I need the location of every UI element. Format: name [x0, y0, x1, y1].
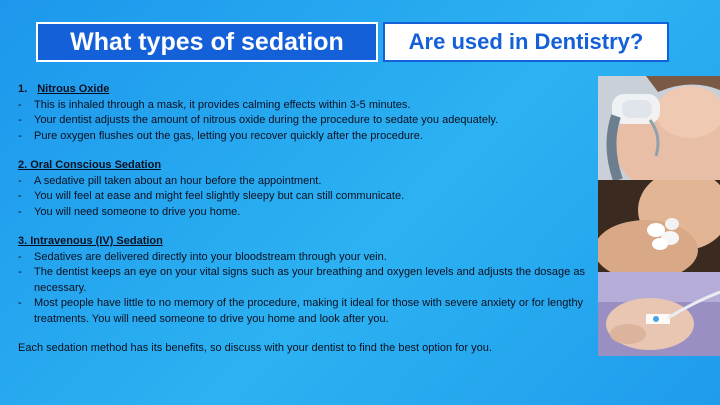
bullet-text: The dentist keeps an eye on your vital s…	[34, 266, 585, 294]
bullet-text: Pure oxygen flushes out the gas, letting…	[34, 129, 423, 142]
dash-icon: -	[18, 266, 22, 278]
title-used-in-dentistry: Are used in Dentistry?	[383, 22, 669, 62]
bullet-text: This is inhaled through a mask, it provi…	[34, 98, 411, 111]
bullet-text: A sedative pill taken about an hour befo…	[34, 174, 322, 187]
sedative-pills-photo	[598, 180, 720, 272]
dash-icon: -	[18, 250, 22, 263]
dash-icon: -	[18, 98, 22, 111]
section-intravenous-sedation: 3. Intravenous (IV) Sedation - Sedatives…	[18, 234, 596, 327]
bullet-item: - Sedatives are delivered directly into …	[18, 250, 596, 266]
nitrous-oxide-mask-photo	[598, 76, 720, 180]
dash-icon: -	[18, 205, 22, 218]
section-heading: 1. Nitrous Oxide	[18, 82, 596, 98]
dash-icon: -	[18, 190, 22, 202]
section-oral-conscious-sedation: 2. Oral Conscious Sedation - A sedative …	[18, 158, 596, 220]
bullet-text: Most people have little to no memory of …	[34, 297, 584, 325]
bullet-item: - This is inhaled through a mask, it prov…	[18, 98, 596, 114]
bullet-item: - A sedative pill taken about an hour be…	[18, 174, 596, 190]
bullet-text: Your dentist adjusts the amount of nitro…	[34, 114, 499, 126]
section-title: 2. Oral Conscious Sedation	[18, 159, 162, 171]
bullet-item: - You will need someone to drive you home…	[18, 205, 596, 221]
bullet-item: - Your dentist adjusts the amount of nitr…	[18, 113, 596, 129]
bullet-item: - Pure oxygen flushes out the gas, lettin…	[18, 129, 596, 145]
title-what-types-of-sedation: What types of sedation	[36, 22, 378, 62]
bullet-item: - The dentist keeps an eye on your vital …	[18, 265, 596, 296]
dash-icon: -	[18, 174, 22, 187]
content-body: 1. Nitrous Oxide - This is inhaled through…	[18, 82, 596, 357]
section-title: 3. Intravenous (IV) Sedation	[18, 235, 163, 247]
bullet-text: Sedatives are delivered directly into yo…	[34, 250, 387, 263]
section-nitrous-oxide: 1. Nitrous Oxide - This is inhaled through…	[18, 82, 596, 144]
dash-icon: -	[18, 297, 22, 309]
bullet-text: You will need someone to drive you home.	[34, 205, 241, 218]
section-title: Nitrous Oxide	[37, 83, 110, 95]
bullet-item: - Most people have little to no memory of…	[18, 296, 596, 327]
dash-icon: -	[18, 114, 22, 126]
dash-icon: -	[18, 129, 22, 142]
closing-text: Each sedation method has its benefits, s…	[18, 342, 492, 354]
iv-drip-hand-photo	[598, 272, 720, 356]
bullet-item: - You will feel at ease and might feel sl…	[18, 189, 596, 205]
section-number: 1.	[18, 83, 28, 95]
bullet-text: You will feel at ease and might feel sli…	[34, 190, 405, 202]
